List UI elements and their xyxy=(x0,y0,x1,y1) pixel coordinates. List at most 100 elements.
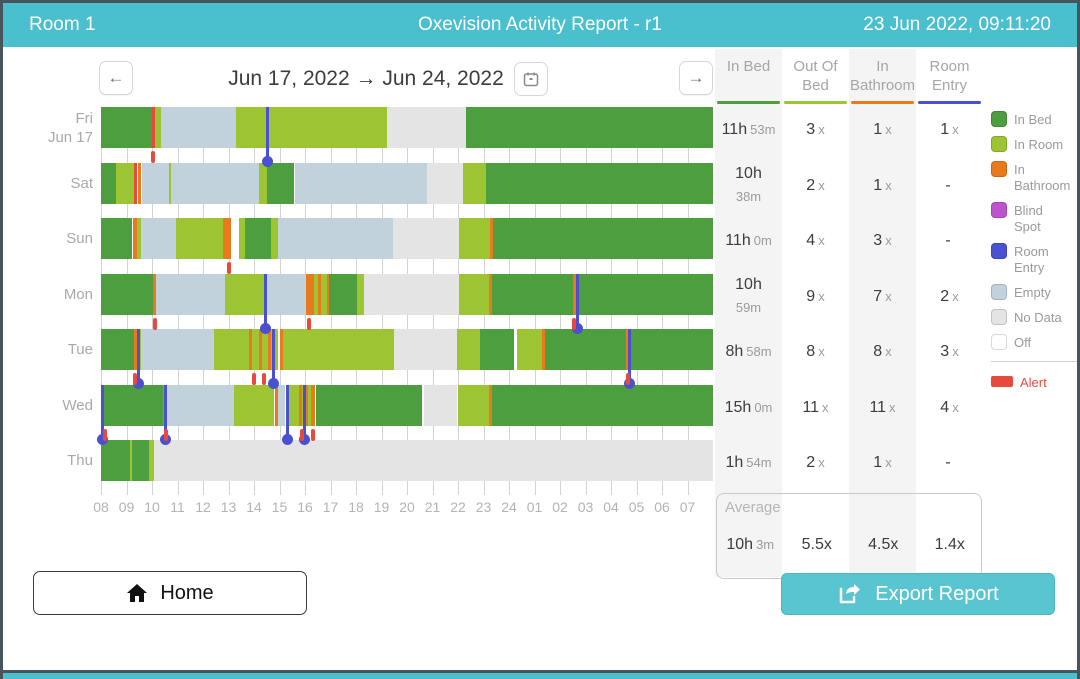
segment-in-room xyxy=(224,273,265,315)
room-entry-marker[interactable] xyxy=(132,378,144,389)
alert-marker[interactable] xyxy=(102,428,107,441)
day-row-label: Thu xyxy=(67,452,93,469)
segment-in-room xyxy=(238,218,246,259)
alert-marker[interactable] xyxy=(133,373,138,385)
hour-axis-label: 20 xyxy=(399,499,415,515)
room-entry-marker[interactable] xyxy=(298,433,310,445)
segment-in-room xyxy=(129,440,132,481)
legend-label: In Bed xyxy=(1014,112,1052,127)
day-activity-bar[interactable] xyxy=(101,162,713,204)
legend-item-alert: Alert xyxy=(991,374,1077,391)
alert-marker[interactable] xyxy=(572,317,577,330)
room-entry-marker[interactable] xyxy=(282,433,294,445)
segment-in-bathroom xyxy=(489,218,493,259)
room-entry-marker[interactable] xyxy=(261,156,273,167)
day-activity-bar[interactable] xyxy=(101,329,713,370)
alert-marker[interactable] xyxy=(300,428,305,441)
hour-axis-label: 10 xyxy=(144,499,160,515)
segment-in-bathroom xyxy=(311,384,316,426)
hour-axis-label: 11 xyxy=(170,499,185,515)
segment-in-bathroom xyxy=(137,162,142,204)
segment-in-room xyxy=(148,440,155,481)
day-row-label: Tue xyxy=(67,341,93,358)
alert-marker[interactable] xyxy=(252,373,256,385)
legend-item: In Room xyxy=(991,136,1077,153)
segment-no-data xyxy=(386,107,466,148)
calendar-icon xyxy=(523,72,539,87)
stats-row: 10h 38m 2 x 1 x - xyxy=(715,164,983,208)
average-row: 10h 3m 5.5x 4.5x 1.4x xyxy=(717,520,983,570)
segment-in-room xyxy=(262,329,269,370)
hour-axis-label: 18 xyxy=(348,499,364,515)
average-box: Average 10h 3m 5.5x 4.5x 1.4x xyxy=(716,493,982,579)
alert-marker[interactable] xyxy=(164,428,169,441)
segment-in-bed xyxy=(486,162,713,204)
segment-no-data xyxy=(392,218,460,259)
legend-label: Blind Spot xyxy=(1014,203,1043,234)
room-entry-marker[interactable] xyxy=(97,433,109,445)
calendar-button[interactable] xyxy=(513,62,548,96)
average-cell: 10h 3m xyxy=(726,536,775,553)
footer-accent-bar xyxy=(3,670,1077,679)
segment-in-bed xyxy=(245,218,271,259)
stats-cell: 10h 59m xyxy=(735,275,762,316)
segment-in-room xyxy=(308,384,312,426)
home-button-label: Home xyxy=(160,581,214,604)
alert-marker[interactable] xyxy=(306,317,311,330)
segment-in-bathroom xyxy=(153,273,157,315)
day-activity-bar[interactable] xyxy=(101,218,713,259)
room-entry-marker[interactable] xyxy=(268,378,280,389)
stats-row: 10h 59m 9 x 7 x 2 x xyxy=(715,275,983,319)
alert-marker[interactable] xyxy=(152,317,157,330)
legend-swatch-blind-spot xyxy=(991,202,1007,218)
next-week-button[interactable]: → xyxy=(679,61,713,95)
day-activity-bar[interactable] xyxy=(101,273,713,315)
segment-empty xyxy=(140,218,177,259)
room-entry-marker[interactable] xyxy=(260,322,272,334)
segment-in-room xyxy=(357,273,364,315)
alert-marker[interactable] xyxy=(262,373,267,385)
hour-axis-label: 24 xyxy=(501,499,517,515)
alert-marker[interactable] xyxy=(151,151,156,163)
segment-no-data xyxy=(154,440,713,481)
room-entry-line xyxy=(101,384,105,435)
segment-in-bed xyxy=(266,162,294,204)
chart-legend: In Bed In Room In Bathroom Blind Spot Room E… xyxy=(991,111,1077,399)
alert-marker[interactable] xyxy=(310,428,315,441)
room-entry-line xyxy=(627,329,631,379)
segment-in-room xyxy=(214,329,249,370)
segment-in-room xyxy=(155,107,161,148)
segment-in-bed xyxy=(630,329,713,370)
day-activity-bar[interactable] xyxy=(101,384,713,426)
prev-week-button[interactable]: ← xyxy=(99,61,133,95)
home-icon xyxy=(127,584,148,602)
room-entry-marker[interactable] xyxy=(571,322,583,334)
stats-column-shade xyxy=(849,49,916,577)
segment-in-room xyxy=(233,384,275,426)
segment-in-room xyxy=(463,162,487,204)
day-row-label: Fri Jun 17 xyxy=(47,110,93,146)
segment-in-bathroom xyxy=(248,329,252,370)
export-report-button[interactable]: Export Report xyxy=(781,573,1055,615)
stats-column-rule xyxy=(784,101,847,104)
segment-in-bed xyxy=(101,273,154,315)
segment-in-room xyxy=(459,218,490,259)
day-activity-bar[interactable] xyxy=(101,440,713,481)
stats-column-rule xyxy=(717,101,780,104)
home-button[interactable]: Home xyxy=(33,571,307,615)
segment-empty xyxy=(160,107,237,148)
room-entry-line xyxy=(302,384,306,435)
hour-axis-label: 12 xyxy=(195,499,211,515)
segment-in-bed xyxy=(131,440,149,481)
day-activity-bar[interactable] xyxy=(101,107,713,148)
alert-marker[interactable] xyxy=(625,373,630,385)
segment-in-bathroom xyxy=(572,273,576,315)
stats-cell: 1h 54m xyxy=(725,454,772,471)
alert-marker[interactable] xyxy=(226,262,231,274)
segment-in-bed xyxy=(101,329,134,370)
